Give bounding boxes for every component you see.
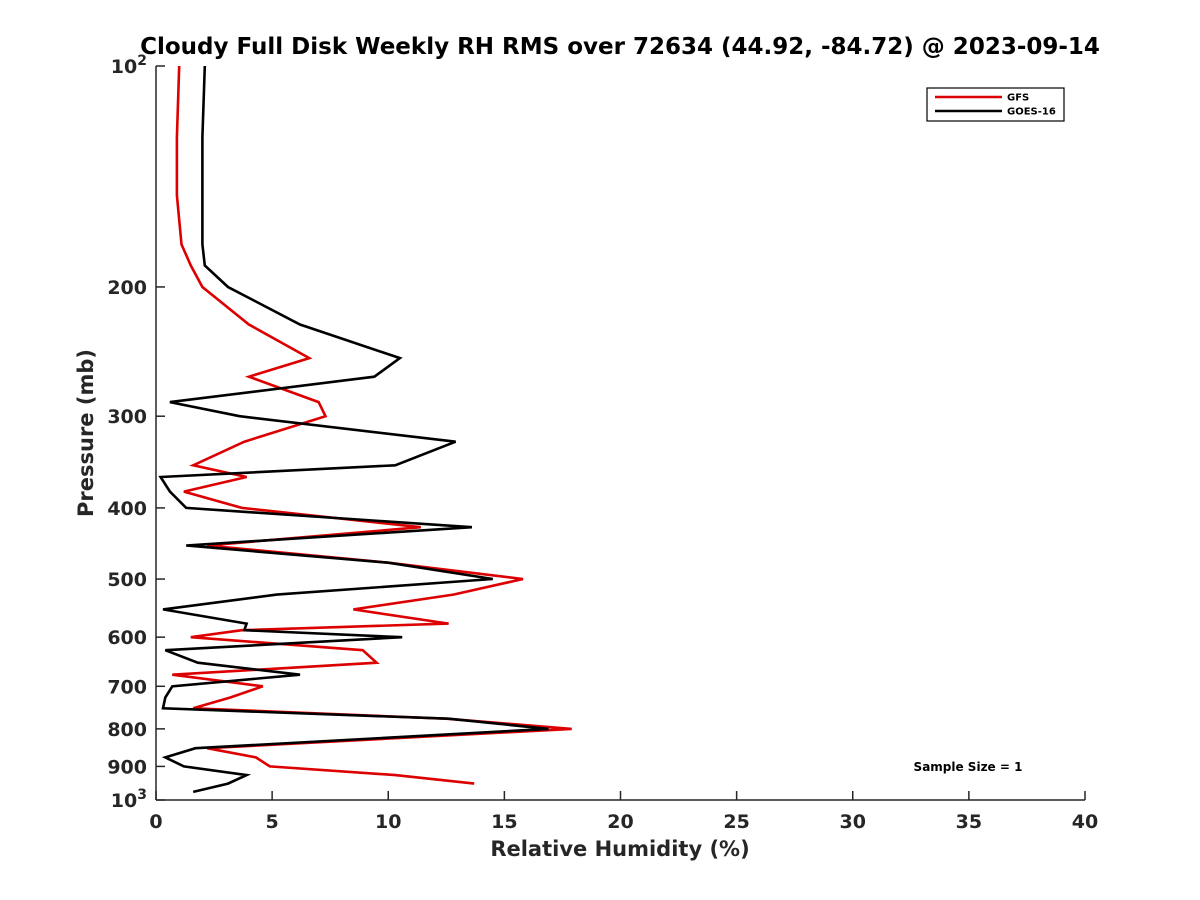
x-tick-label: 30: [840, 811, 866, 833]
x-tick-label: 15: [491, 811, 517, 833]
y-tick-label: 500: [107, 569, 147, 591]
y-tick-label: 400: [107, 498, 147, 520]
y-axis-label: Pressure (mb): [74, 349, 98, 517]
y-tick-label: 800: [107, 719, 147, 741]
y-tick-label: 103: [111, 787, 147, 812]
y-tick-label: 900: [107, 756, 147, 778]
x-tick-label: 5: [266, 811, 279, 833]
x-tick-label: 10: [375, 811, 401, 833]
series-layer: [158, 65, 572, 794]
x-tick-label: 20: [607, 811, 633, 833]
legend-label-gfs: GFS: [1007, 93, 1029, 104]
series-line-goes-16: [158, 65, 549, 794]
y-tick-label: 600: [107, 627, 147, 649]
legend: GFS GOES-16: [926, 87, 1065, 122]
y-tick-label: 700: [107, 676, 147, 698]
legend-label-goes-16: GOES-16: [1007, 107, 1056, 118]
x-axis-label: Relative Humidity (%): [490, 837, 749, 861]
chart-title: Cloudy Full Disk Weekly RH RMS over 7263…: [140, 34, 1100, 60]
x-tick-label: 0: [149, 811, 162, 833]
y-tick-label: 200: [107, 277, 147, 299]
x-tick-label: 25: [723, 811, 749, 833]
sample-size-annotation: Sample Size = 1: [914, 760, 1023, 774]
x-tick-label: 35: [956, 811, 982, 833]
legend-box: [926, 87, 1065, 122]
y-tick-label: 300: [107, 406, 147, 428]
y-tick-label: 102: [111, 53, 147, 78]
x-tick-label: 40: [1072, 811, 1098, 833]
y-axis-ticks: 102 200 300 400 500 600 700 800 900 103: [107, 53, 165, 812]
x-axis-ticks: 0 5 10 15 20 25 30 35 40: [149, 791, 1098, 833]
